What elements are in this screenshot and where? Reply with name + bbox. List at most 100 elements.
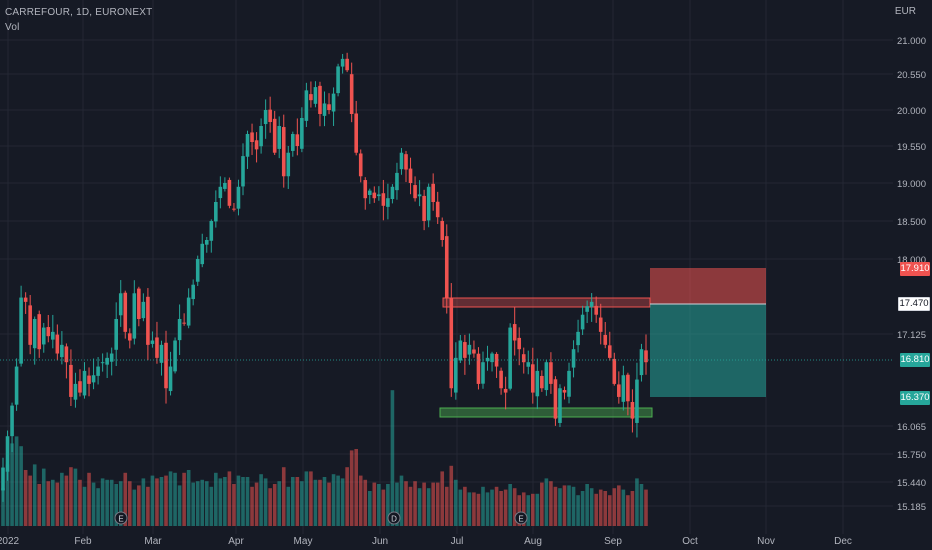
time-tick-label: Mar xyxy=(144,536,162,547)
candle-body xyxy=(508,327,512,389)
candle-body xyxy=(227,179,232,206)
price-tick-label: 17.125 xyxy=(897,330,926,341)
time-tick-label: May xyxy=(294,536,313,547)
time-tick-label: Apr xyxy=(228,536,244,547)
volume-bar xyxy=(309,471,313,526)
time-tick-label: Jul xyxy=(451,536,464,547)
volume-bar xyxy=(594,493,598,526)
volume-bar xyxy=(5,464,10,526)
volume-bar xyxy=(105,479,109,526)
volume-bar xyxy=(91,482,96,526)
candle-body xyxy=(146,296,150,345)
volume-bar xyxy=(598,489,603,526)
volume-bar xyxy=(358,475,363,526)
volume-bar xyxy=(426,488,431,526)
stop-loss-price-tag: 17.910 xyxy=(900,262,930,276)
volume-bar xyxy=(177,485,182,526)
candle-body xyxy=(14,366,19,405)
candle-body xyxy=(209,221,214,241)
time-tick-label: Jun xyxy=(372,536,388,547)
volume-bar xyxy=(404,481,408,526)
candle-body xyxy=(322,103,327,116)
candle-body xyxy=(467,344,472,355)
volume-bar xyxy=(567,485,571,526)
candle-body xyxy=(454,357,458,393)
symbol-title[interactable]: CARREFOUR, 1D, EURONEXT xyxy=(5,7,153,18)
volume-bar xyxy=(32,464,37,526)
candle-body xyxy=(422,195,426,221)
candle-body xyxy=(32,319,37,349)
volume-bar xyxy=(526,495,531,526)
candle-body xyxy=(91,375,96,383)
volume-bar xyxy=(576,495,580,526)
volume-bar xyxy=(127,481,132,526)
volume-indicator-label[interactable]: Vol xyxy=(5,22,20,33)
candle-body xyxy=(10,405,14,437)
volume-bar xyxy=(589,488,594,526)
candle-body xyxy=(413,185,417,199)
candle-body xyxy=(458,340,463,361)
candle-body xyxy=(41,327,46,345)
volume-bar xyxy=(96,488,100,526)
volume-bar xyxy=(164,475,168,526)
currency-label[interactable]: EUR xyxy=(894,6,916,17)
volume-bar xyxy=(472,492,476,526)
candle-body xyxy=(553,379,558,419)
time-tick-label: Dec xyxy=(834,536,852,547)
volume-bar xyxy=(150,475,155,526)
volume-bar xyxy=(182,472,186,526)
volume-bar xyxy=(272,484,277,526)
candle-body xyxy=(472,349,476,354)
price-tick-label: 18.500 xyxy=(897,217,926,228)
price-tick-label: 19.550 xyxy=(897,142,926,153)
volume-bar xyxy=(286,486,291,526)
volume-bar xyxy=(390,390,395,526)
candle-body xyxy=(123,292,128,332)
volume-bar xyxy=(535,493,540,526)
candle-body xyxy=(449,298,454,389)
price-axis[interactable]: 21.000 20.550 20.000 19.550 19.000 18.500 18.0… xyxy=(897,36,926,513)
volume-bar xyxy=(87,472,91,526)
volume-bar xyxy=(322,477,327,526)
volume-bar xyxy=(540,482,544,526)
candle-body xyxy=(603,334,608,345)
candle-body xyxy=(195,259,200,282)
time-tick-label: Feb xyxy=(74,536,92,547)
volume-bar xyxy=(146,486,150,526)
volume-bar xyxy=(549,481,553,526)
candle-body xyxy=(218,186,223,199)
time-axis[interactable]: 2022 Feb Mar Apr May Jun Jul Aug Sep Oct Nov Dec xyxy=(0,536,852,547)
candle-body xyxy=(367,190,372,195)
candle-body xyxy=(476,353,481,384)
candle-body xyxy=(490,353,494,363)
candle-body xyxy=(313,87,318,104)
volume-bar xyxy=(585,484,589,526)
candle-body xyxy=(127,333,132,341)
time-tick-label: Oct xyxy=(682,536,698,547)
volume-bar xyxy=(114,484,119,526)
candle-body xyxy=(336,66,340,94)
volume-bar xyxy=(331,474,336,526)
support-resistance-zones[interactable] xyxy=(439,297,653,418)
volume-bar xyxy=(485,492,490,526)
volume-bar xyxy=(372,482,377,526)
volume-bar xyxy=(250,486,254,526)
candle-body xyxy=(417,194,422,197)
candle-body xyxy=(327,104,331,110)
candle-body xyxy=(540,375,544,389)
price-tick-label: 20.550 xyxy=(897,70,926,81)
price-tick-label: 15.185 xyxy=(897,502,926,513)
volume-bar xyxy=(530,493,535,526)
candle-body xyxy=(173,340,177,372)
volume-bar xyxy=(204,481,209,526)
candle-body xyxy=(109,353,114,362)
volume-bar xyxy=(617,485,621,526)
position-tool[interactable] xyxy=(650,268,766,397)
candle-body xyxy=(349,74,354,114)
volume-bar xyxy=(218,478,223,526)
candle-body xyxy=(214,202,218,222)
candle-body xyxy=(576,331,580,346)
volume-bar xyxy=(386,484,390,526)
